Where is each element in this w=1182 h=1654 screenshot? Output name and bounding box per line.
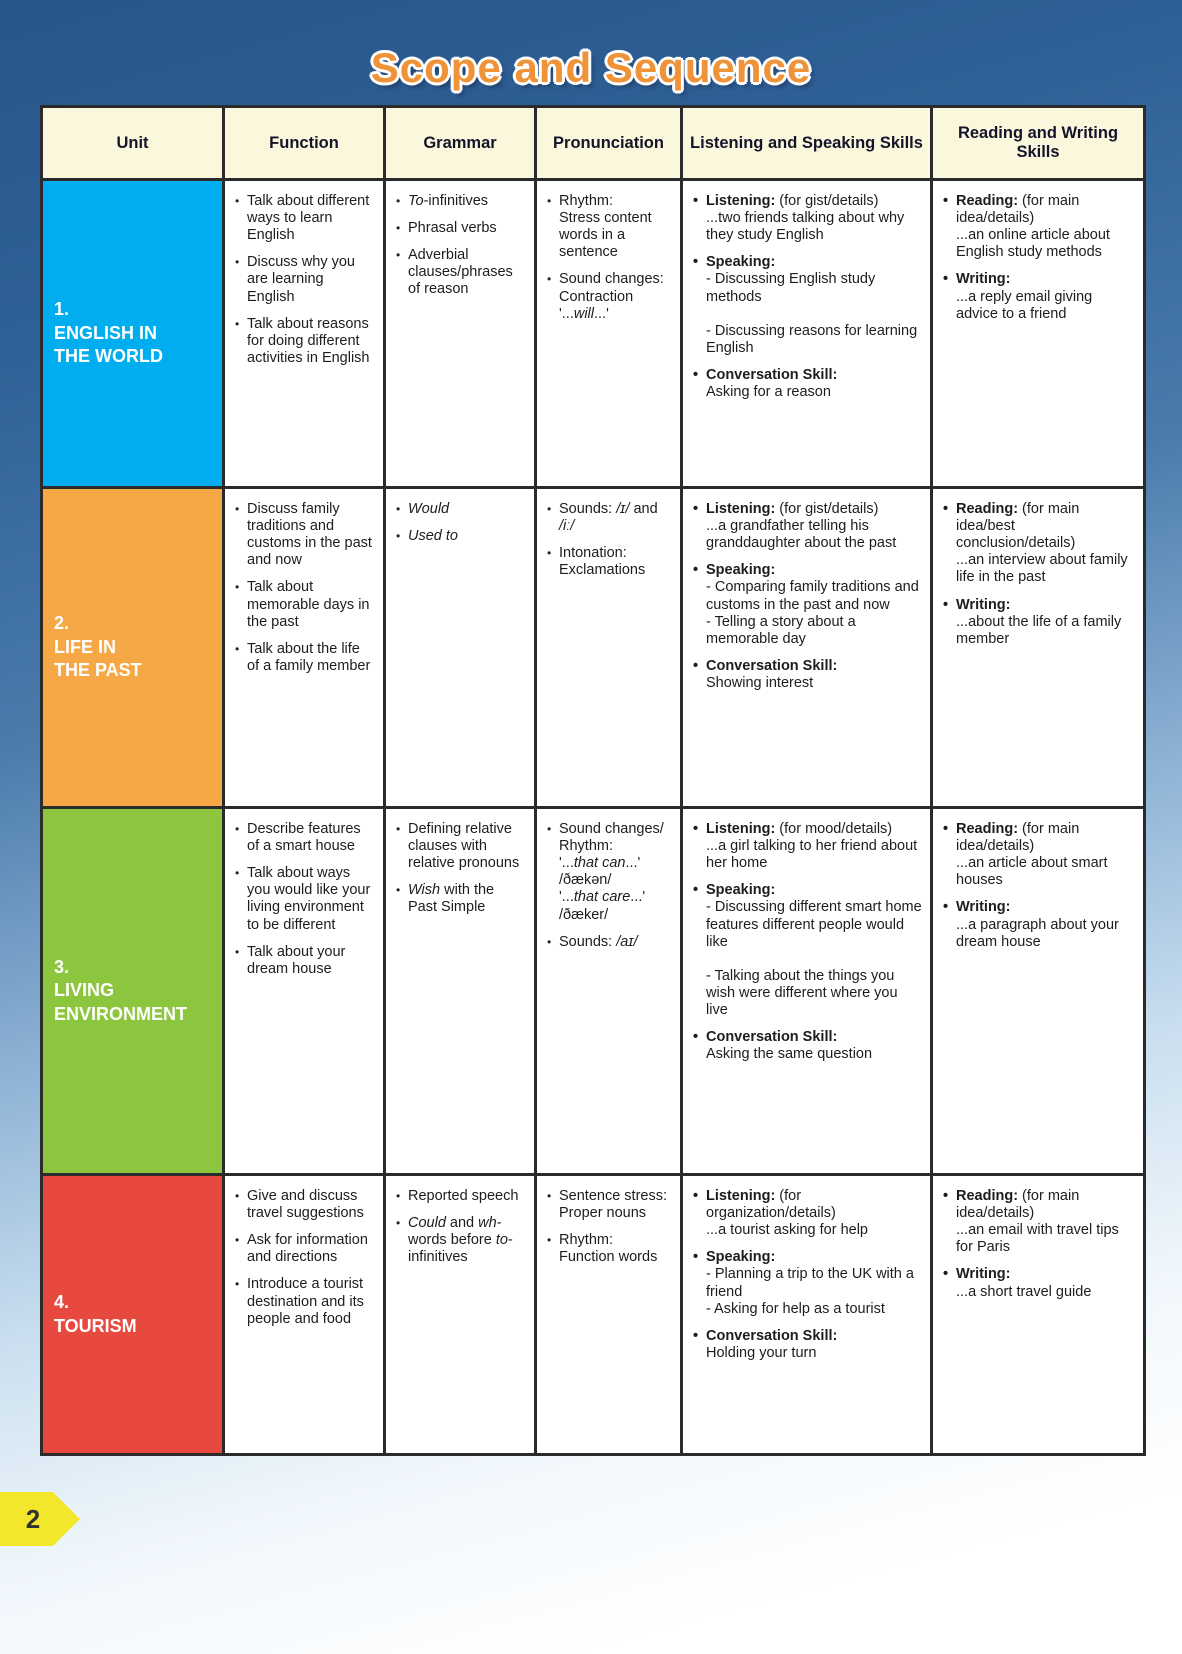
pronunciation-cell: Rhythm:Stress content words in a sentenc…	[534, 178, 683, 489]
column-header-grammar: Grammar	[383, 105, 537, 181]
function-cell: Talk about different ways to learn Engli…	[222, 178, 386, 489]
list-item: Wish with the Past Simple	[395, 882, 526, 916]
list-item: Adverbial clauses/phrases of reason	[395, 247, 526, 298]
list-item: Reading: (for main idea/best conclusion/…	[942, 501, 1135, 587]
list-item: Give and discuss travel suggestions	[234, 1188, 375, 1222]
list-item: Describe features of a smart house	[234, 821, 375, 855]
page-number-tab: 2	[0, 1492, 80, 1546]
column-header-function: Function	[222, 105, 386, 181]
table-header-row: Unit Function Grammar Pronunciation List…	[40, 105, 1146, 181]
list-item: Speaking:- Discussing different smart ho…	[692, 882, 922, 1019]
listening-speaking-cell: Listening: (for gist/details)...two frie…	[680, 178, 933, 489]
pronunciation-cell: Sentence stress: Proper nouns Rhythm:Func…	[534, 1173, 683, 1456]
unit-cell: 2. LIFE IN THE PAST	[40, 486, 225, 809]
unit-name: LIVING ENVIRONMENT	[54, 980, 188, 1024]
list-item: Talk about your dream house	[234, 944, 375, 978]
column-header-unit: Unit	[40, 105, 225, 181]
list-item: Writing:...about the life of a family me…	[942, 597, 1135, 648]
function-cell: Give and discuss travel suggestions Ask f…	[222, 1173, 386, 1456]
reading-writing-cell: Reading: (for main idea/details)...an on…	[930, 178, 1146, 489]
list-item: Sentence stress: Proper nouns	[546, 1188, 672, 1222]
unit-number: 3.	[54, 956, 70, 977]
list-item: Talk about the life of a family member	[234, 641, 375, 675]
list-item: To-infinitives	[395, 193, 526, 210]
list-item: Listening: (for organization/details)...…	[692, 1188, 922, 1239]
list-item: Rhythm:Stress content words in a sentenc…	[546, 193, 672, 261]
page-title: Scope and Sequence	[370, 44, 812, 91]
list-item: Used to	[395, 528, 526, 545]
unit-number: 1.	[54, 299, 70, 320]
list-item: Writing:...a reply email giving advice t…	[942, 271, 1135, 322]
list-item: Reading: (for main idea/details)...an on…	[942, 193, 1135, 261]
pronunciation-cell: Sound changes/Rhythm:'...that can...'/ðæ…	[534, 806, 683, 1176]
function-cell: Discuss family traditions and customs in…	[222, 486, 386, 809]
list-item: Reading: (for main idea/details)...an ar…	[942, 821, 1135, 889]
unit-cell: 1. ENGLISH IN THE WORLD	[40, 178, 225, 489]
list-item: Discuss why you are learning English	[234, 254, 375, 305]
list-item: Talk about memorable days in the past	[234, 579, 375, 630]
list-item: Listening: (for mood/details)...a girl t…	[692, 821, 922, 872]
list-item: Could and wh-words before to-infinitives	[395, 1215, 526, 1266]
list-item: Introduce a tourist destination and its …	[234, 1276, 375, 1327]
list-item: Talk about reasons for doing different a…	[234, 316, 375, 367]
grammar-cell: Would Used to	[383, 486, 537, 809]
list-item: Speaking:- Planning a trip to the UK wit…	[692, 1249, 922, 1317]
list-item: Writing:...a paragraph about your dream …	[942, 899, 1135, 950]
unit-name: ENGLISH IN THE WORLD	[54, 322, 163, 367]
list-item: Phrasal verbs	[395, 220, 526, 237]
unit-cell: 3. LIVING ENVIRONMENT	[40, 806, 225, 1176]
list-item: Conversation Skill:Holding your turn	[692, 1328, 922, 1362]
listening-speaking-cell: Listening: (for organization/details)...…	[680, 1173, 933, 1456]
column-header-reading-writing: Reading and Writing Skills	[930, 105, 1146, 181]
list-item: Defining relative clauses with relative …	[395, 821, 526, 872]
list-item: Writing:...a short travel guide	[942, 1266, 1135, 1300]
function-cell: Describe features of a smart house Talk a…	[222, 806, 386, 1176]
list-item: Sound changes/Rhythm:'...that can...'/ðæ…	[546, 821, 672, 924]
list-item: Reading: (for main idea/details)...an em…	[942, 1188, 1135, 1256]
list-item: Talk about different ways to learn Engli…	[234, 193, 375, 244]
list-item: Conversation Skill:Showing interest	[692, 658, 922, 692]
column-header-listening-speaking: Listening and Speaking Skills	[680, 105, 933, 181]
list-item: Speaking:- Discussing English study meth…	[692, 254, 922, 357]
list-item: Sounds: /ɪ/ and /iː/	[546, 501, 672, 535]
reading-writing-cell: Reading: (for main idea/details)...an ar…	[930, 806, 1146, 1176]
scope-sequence-table: Unit Function Grammar Pronunciation List…	[40, 105, 1146, 1456]
page-number: 2	[25, 1503, 41, 1534]
pronunciation-cell: Sounds: /ɪ/ and /iː/Intonation:Exclamati…	[534, 486, 683, 809]
list-item: Sound changes:Contraction'...will...'	[546, 271, 672, 322]
list-item: Rhythm:Function words	[546, 1232, 672, 1266]
grammar-cell: Defining relative clauses with relative …	[383, 806, 537, 1176]
list-item: Sounds: /aɪ/	[546, 934, 672, 951]
listening-speaking-cell: Listening: (for mood/details)...a girl t…	[680, 806, 933, 1176]
list-item: Discuss family traditions and customs in…	[234, 501, 375, 569]
list-item: Listening: (for gist/details)...two frie…	[692, 193, 922, 244]
unit-name: TOURISM	[54, 1315, 137, 1336]
reading-writing-cell: Reading: (for main idea/best conclusion/…	[930, 486, 1146, 809]
listening-speaking-cell: Listening: (for gist/details)...a grandf…	[680, 486, 933, 809]
grammar-cell: Reported speech Could and wh-words before…	[383, 1173, 537, 1456]
list-item: Listening: (for gist/details)...a grandf…	[692, 501, 922, 552]
unit-cell: 4. TOURISM	[40, 1173, 225, 1456]
list-item: Intonation:Exclamations	[546, 545, 672, 579]
unit-number: 2.	[54, 613, 70, 634]
list-item: Talk about ways you would like your livi…	[234, 865, 375, 933]
list-item: Would	[395, 501, 526, 518]
list-item: Reported speech	[395, 1188, 526, 1205]
list-item: Conversation Skill:Asking the same quest…	[692, 1029, 922, 1063]
unit-number: 4.	[54, 1292, 70, 1313]
grammar-cell: To-infinitives Phrasal verbs Adverbial cla…	[383, 178, 537, 489]
list-item: Speaking:- Comparing family traditions a…	[692, 562, 922, 648]
list-item: Conversation Skill:Asking for a reason	[692, 367, 922, 401]
reading-writing-cell: Reading: (for main idea/details)...an em…	[930, 1173, 1146, 1456]
table-row: 4. TOURISM Give and discuss travel sugge…	[40, 1173, 1146, 1456]
column-header-pronunciation: Pronunciation	[534, 105, 683, 181]
list-item: Ask for information and directions	[234, 1232, 375, 1266]
unit-name: LIFE IN THE PAST	[54, 636, 142, 681]
